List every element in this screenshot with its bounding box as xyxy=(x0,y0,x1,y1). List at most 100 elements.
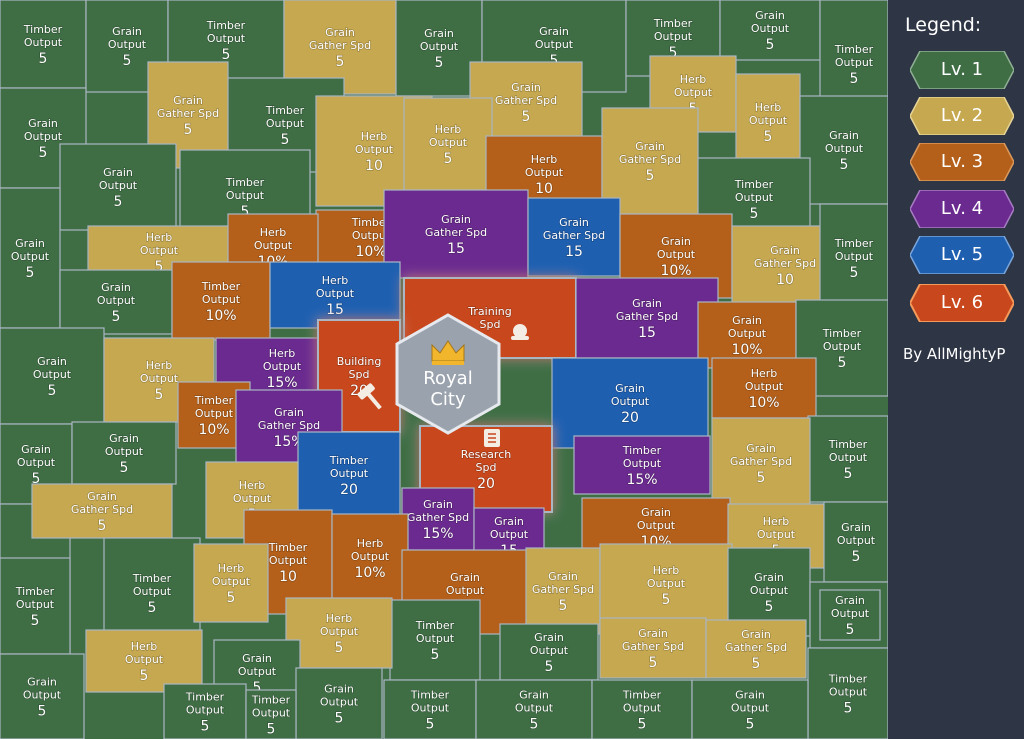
author-credit: By AllMightyP xyxy=(903,345,1006,363)
tile-name-line: Output xyxy=(125,653,164,666)
tile-name-line: Herb xyxy=(131,640,158,653)
tile-value: 5 xyxy=(281,132,290,148)
tile-name-line: Output xyxy=(831,607,870,620)
tile-value: 5 xyxy=(148,600,157,616)
tile-name-line: Output xyxy=(105,445,144,458)
tile-name-line: Output xyxy=(207,32,246,45)
tile-value: 5 xyxy=(184,122,193,138)
tile-value: 15% xyxy=(266,375,297,391)
tile-name-line: Timber xyxy=(622,444,662,457)
tile-value: 5 xyxy=(140,668,149,684)
tile-value: 5 xyxy=(39,145,48,161)
tile-shape-lv4 xyxy=(383,189,529,279)
territory-tile[interactable]: TrainingSpdTraining Spd xyxy=(403,277,577,359)
tile-name-line: Output xyxy=(330,467,369,480)
tile-shape-lv2 xyxy=(705,619,807,679)
tile-shape-lv2 xyxy=(601,107,699,215)
tile-name-line: Output xyxy=(202,293,241,306)
tile-name-line: Grain xyxy=(424,27,454,40)
tile-name-line: Herb xyxy=(218,562,245,575)
tile-name-line: Output xyxy=(233,492,272,505)
tile-value: 5 xyxy=(522,109,531,125)
legend-label-lv5: Lv. 5 xyxy=(940,244,984,265)
tile-name-line: Grain xyxy=(173,94,203,107)
tile-name-line: Grain xyxy=(661,235,691,248)
tile-name-line: Grain xyxy=(741,628,771,641)
tile-value: 5 xyxy=(757,470,766,486)
tile-value: 5 xyxy=(765,599,774,615)
tile-value: 5 xyxy=(39,51,48,67)
tile-name-line: Gather Spd xyxy=(754,257,816,270)
tile-name-line: Grain xyxy=(109,432,139,445)
tile-name-line: Herb xyxy=(260,226,287,239)
tile-name-line: Timber xyxy=(201,280,241,293)
tile-value: 5 xyxy=(746,717,755,733)
tile-shape-lv1 xyxy=(807,415,888,503)
tile-value: 5 xyxy=(844,701,853,717)
tile-shape-lv1 xyxy=(0,0,87,89)
legend-label-lv1: Lv. 1 xyxy=(940,59,984,80)
tile-value: 5 xyxy=(335,640,344,656)
tile-name-line: Spd xyxy=(480,318,501,331)
tile-value: 15 xyxy=(565,244,583,260)
tile-value: 5 xyxy=(545,659,554,675)
tile-shape-lv2 xyxy=(193,543,269,623)
royal-city-tile[interactable] xyxy=(393,313,503,435)
tile-name-line: Grain xyxy=(494,515,524,528)
tile-name-line: Gather Spd xyxy=(725,641,787,654)
tile-name-line: Herb xyxy=(239,479,266,492)
